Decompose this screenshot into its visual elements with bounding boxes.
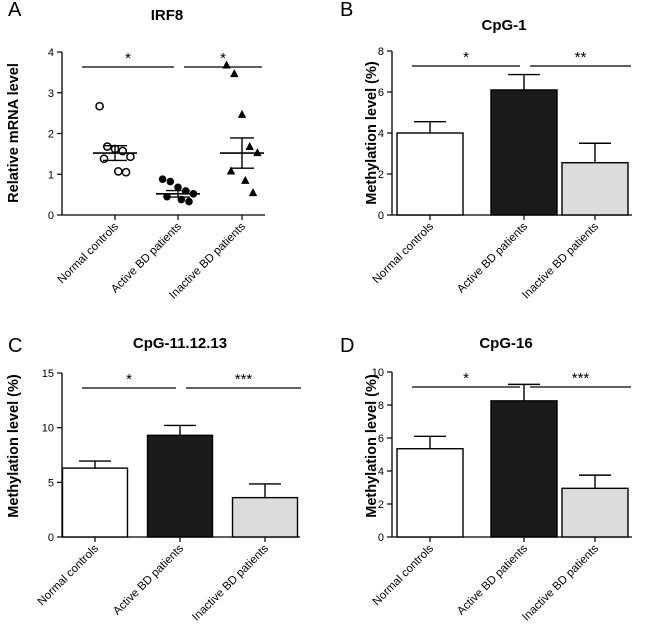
chart-title: CpG-16	[479, 335, 532, 352]
y-tick-label: 0	[378, 532, 384, 544]
y-tick-label: 0	[378, 210, 384, 222]
bar	[231, 496, 299, 538]
y-tick-label: 5	[48, 477, 54, 489]
x-tick-label: Active BD patients	[455, 220, 530, 295]
y-tick-label: 8	[378, 400, 384, 412]
data-point	[185, 197, 193, 206]
y-tick-label: 3	[48, 88, 54, 100]
significance-label: **	[575, 49, 587, 66]
data-point	[102, 142, 112, 151]
x-tick-label: Normal controls	[36, 542, 102, 608]
significance-label: ***	[235, 371, 253, 388]
bar	[146, 434, 214, 538]
y-tick-label: 15	[42, 368, 54, 380]
x-tick-label: Inactive BD patients	[520, 220, 601, 301]
data-point	[121, 167, 131, 177]
x-tick-label: Inactive BD patients	[190, 542, 271, 623]
y-tick-label: 4	[378, 466, 384, 478]
x-tick-label: Normal controls	[56, 220, 122, 286]
y-axis-label: Relative mRNA level	[6, 63, 22, 203]
data-point	[248, 188, 258, 197]
significance-label: *	[463, 370, 469, 387]
panel-letter: B	[340, 0, 353, 21]
y-axis-label: Methylation level (%)	[6, 374, 22, 518]
bar	[490, 89, 558, 216]
data-point	[226, 166, 236, 175]
bar	[561, 487, 629, 538]
data-point	[95, 101, 104, 111]
x-tick-label: Active BD patients	[111, 542, 186, 617]
x-tick-label: Active BD patients	[455, 542, 530, 617]
bar	[61, 467, 129, 538]
y-tick-label: 10	[42, 423, 54, 435]
data-point	[166, 177, 175, 186]
chart-title: CpG-1	[482, 17, 527, 34]
panel-letter: A	[8, 0, 22, 21]
y-tick-label: 2	[378, 499, 384, 511]
data-point	[158, 175, 167, 183]
chart-title: CpG-11.12.13	[133, 335, 227, 352]
y-tick-label: 4	[378, 128, 384, 140]
chart-title: IRF8	[151, 7, 184, 24]
data-point	[237, 109, 247, 118]
significance-label: ***	[572, 370, 590, 387]
bar	[490, 400, 558, 538]
y-tick-label: 0	[48, 532, 54, 544]
data-point	[253, 148, 262, 157]
panel-d: D CpG-16 Methylation level (%) 0 2 4 6 8 10 Norma…	[340, 335, 632, 623]
significance-label: *	[126, 371, 132, 388]
y-tick-label: 2	[48, 129, 54, 141]
x-tick-label: Normal controls	[371, 542, 437, 608]
significance-label: *	[220, 50, 226, 67]
y-tick-label: 6	[378, 87, 384, 99]
data-point	[174, 183, 182, 192]
data-point	[99, 154, 109, 164]
data-point	[126, 152, 135, 162]
x-tick-label: Active BD patients	[109, 220, 184, 295]
x-tick-label: Normal controls	[371, 220, 437, 286]
y-tick-label: 1	[48, 169, 54, 181]
y-axis-label: Methylation level (%)	[364, 61, 380, 205]
bar	[561, 162, 629, 216]
panel-a: A IRF8 Relative mRNA level 0 1 2 3 4 Normal cont…	[6, 0, 265, 301]
y-axis-label: Methylation level (%)	[364, 374, 380, 518]
data-point	[241, 175, 250, 184]
y-tick-label: 2	[378, 169, 384, 181]
x-tick-label: Inactive BD patients	[520, 542, 601, 623]
data-point	[245, 142, 254, 151]
panel-letter: C	[8, 335, 22, 357]
y-tick-label: 8	[378, 46, 384, 58]
y-tick-label: 0	[48, 210, 54, 222]
panel-c: C CpG-11.12.13 Methylation level (%) 0 5 10 15…	[6, 335, 301, 623]
y-tick-label: 10	[372, 367, 384, 379]
panel-b: B CpG-1 Methylation level (%) 0 2 4 6 8 Normal c…	[340, 0, 632, 301]
data-point	[113, 167, 123, 176]
significance-label: *	[463, 49, 469, 66]
data-point	[230, 69, 239, 78]
bar	[396, 132, 464, 216]
y-tick-label: 4	[48, 47, 54, 59]
y-tick-label: 6	[378, 433, 384, 445]
panel-letter: D	[340, 335, 354, 357]
bar	[396, 448, 464, 538]
significance-label: *	[125, 50, 131, 67]
